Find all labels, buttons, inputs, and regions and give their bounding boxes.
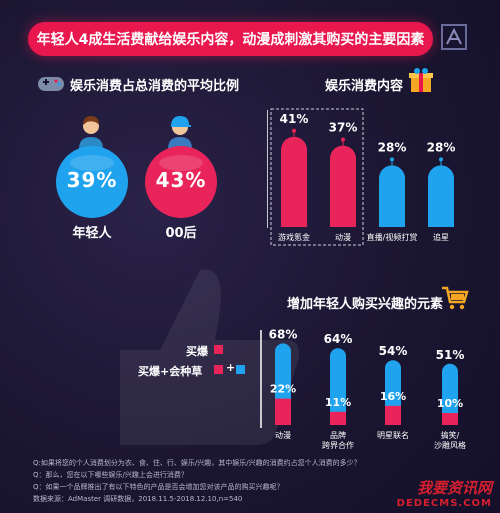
legend-label-hot-sale: 买爆 xyxy=(186,345,208,358)
interest-hot-sale-value: 22% xyxy=(270,383,296,396)
content-bar xyxy=(281,136,307,227)
footnote-question-3: Q：如果一个品牌推出了有以下特色的产品是否会增加您对该产品的购买兴趣呢？ xyxy=(33,483,284,491)
legend-plus-sign: + xyxy=(226,361,236,374)
shopping-cart-icon xyxy=(442,286,469,310)
gamepad-icon xyxy=(38,77,64,91)
post-00s-share-circle xyxy=(145,146,217,218)
interest-bar-label: 品牌 xyxy=(330,430,346,440)
content-bar-value: 37% xyxy=(329,121,358,135)
highlight-dashed-box xyxy=(270,108,364,246)
content-bar-value: 41% xyxy=(280,112,309,126)
interest-total-value: 68% xyxy=(269,327,298,341)
section-title-purchase-interest: 增加年轻人购买兴趣的元素 xyxy=(287,297,444,312)
interest-bar-hot-sale xyxy=(442,413,458,425)
content-bar-label: 追星 xyxy=(433,232,449,242)
interest-hot-sale-value: 16% xyxy=(380,390,406,403)
watermark-domain: DEDECMS.COM xyxy=(396,498,492,509)
headline-banner: 年轻人4成生活费献给娱乐内容，动漫成刺激其购买的主要因素 xyxy=(28,22,433,56)
content-bar xyxy=(379,165,405,227)
watermark-title: 我要资讯网 xyxy=(416,479,492,497)
interest-bar-label: 搞笑/ xyxy=(441,430,460,440)
background-thumbs-up-decoration xyxy=(120,269,299,445)
site-watermark: 我要资讯网 DEDECMS.COM xyxy=(397,477,492,509)
legend-swatch-pink xyxy=(214,365,223,374)
interest-bar-label: 跨界合作 xyxy=(322,440,354,450)
brand-logo-icon xyxy=(441,24,467,50)
headline-text: 年轻人4成生活费献给娱乐内容，动漫成刺激其购买的主要因素 xyxy=(36,32,425,48)
content-bar-label: 动漫 xyxy=(335,232,351,242)
content-bar xyxy=(428,165,454,227)
interest-total-value: 51% xyxy=(436,348,465,362)
young-people-label: 年轻人 xyxy=(72,226,112,241)
post-00s-avatar-icon xyxy=(168,116,192,149)
footnote-question-2: Q：那么，您在以下哪些娱乐/兴趣上会进行消费？ xyxy=(33,471,188,479)
gift-box-icon xyxy=(409,68,433,92)
legend-swatch-hot-sale xyxy=(214,345,223,354)
post-00s-label: 00后 xyxy=(165,226,197,241)
interest-bar-total xyxy=(330,348,346,425)
interest-bar-label: 明星联名 xyxy=(377,430,409,440)
legend-label-hot-sale-plus-seeding: 买爆+会种草 xyxy=(138,365,203,378)
interest-hot-sale-value: 10% xyxy=(437,397,463,410)
interest-bar-total xyxy=(442,363,458,425)
interest-total-value: 64% xyxy=(324,332,353,346)
content-bar-label: 直播/视频打赏 xyxy=(367,232,418,242)
section-title-spending-content: 娱乐消费内容 xyxy=(325,79,404,94)
interest-bar-hot-sale xyxy=(385,405,401,425)
footnote-question-1: Q:如果将您的个人消费划分为衣、食、住、行、娱乐/兴趣，其中娱乐/兴趣的消费约占… xyxy=(33,459,361,467)
interest-total-value: 54% xyxy=(379,344,408,358)
content-bar-value: 28% xyxy=(378,140,407,154)
content-bar-label: 游戏氪金 xyxy=(278,232,310,242)
interest-bar-hot-sale xyxy=(275,398,291,425)
interest-bar-label: 动漫 xyxy=(275,430,291,440)
content-bar xyxy=(330,145,356,227)
section-title-spending-share: 娱乐消费占总消费的平均比例 xyxy=(70,79,240,94)
young-people-share-value: 39% xyxy=(66,168,118,192)
content-bar-value: 28% xyxy=(427,140,456,154)
interest-hot-sale-value: 11% xyxy=(325,396,351,409)
interest-axis-line xyxy=(260,330,262,428)
young-person-avatar-icon xyxy=(79,116,103,149)
legend-swatch-blue xyxy=(236,365,245,374)
young-people-share-circle xyxy=(56,146,128,218)
footnote-source: 数据来源：AdMaster 调研数据，2018.11.5-2018.12.10,… xyxy=(33,495,243,503)
post-00s-share-value: 43% xyxy=(155,168,207,192)
interest-bar-hot-sale xyxy=(330,411,346,425)
interest-bar-label: 沙雕风格 xyxy=(434,440,466,450)
